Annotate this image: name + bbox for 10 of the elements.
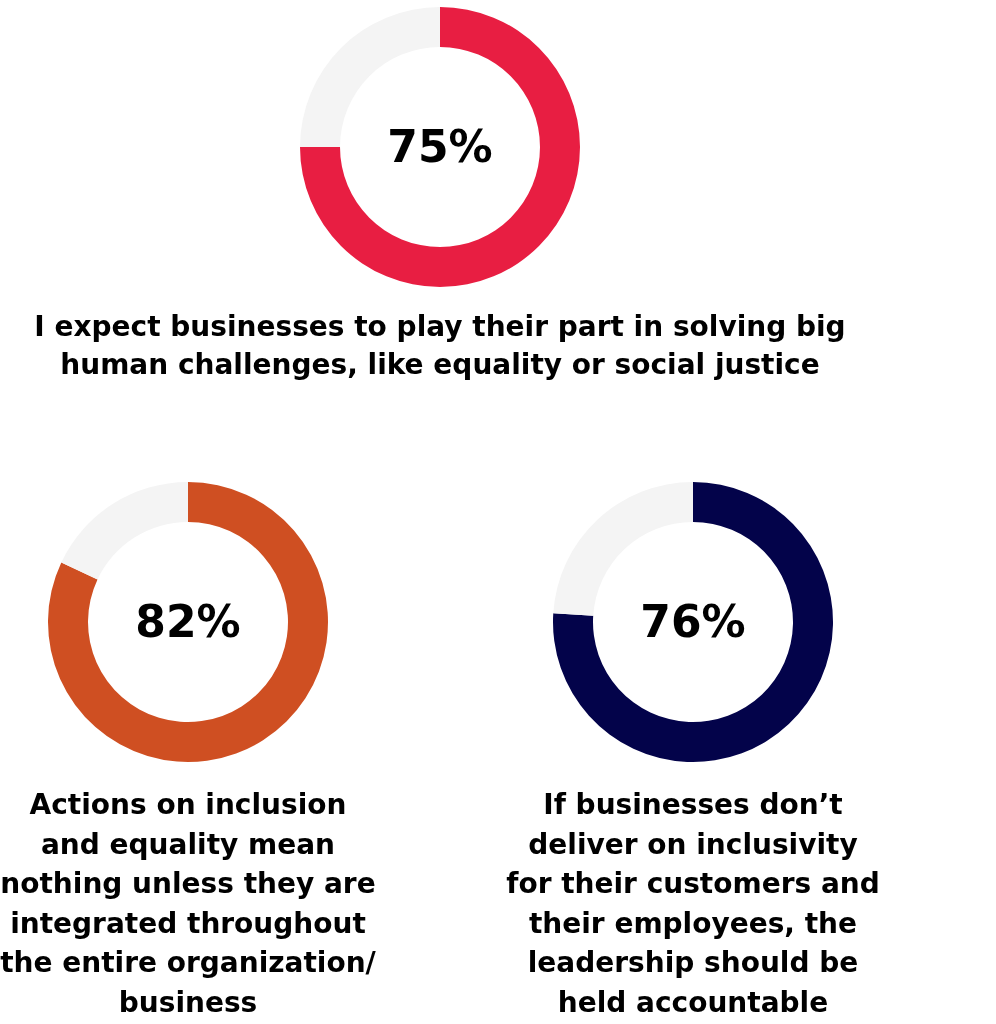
data-label: 82% — [135, 596, 241, 647]
data-label: 76% — [640, 596, 746, 647]
donut-slice — [300, 7, 580, 287]
text: I expect businesses to play their part in solving big human challenges, like equality or social justice — [33, 309, 847, 383]
donut-slice — [48, 482, 328, 762]
text: If businesses don’t deliver on inclusivity for their customers and their employees, the leadership should be held accountable — [505, 787, 881, 1021]
text: Actions on inclusion and equality mean nothing unless they are integrated throughout the entire organization/ business — [0, 787, 376, 1021]
data-label: 75% — [387, 121, 493, 172]
donut-slice — [553, 482, 833, 762]
donut-slice — [61, 482, 188, 580]
